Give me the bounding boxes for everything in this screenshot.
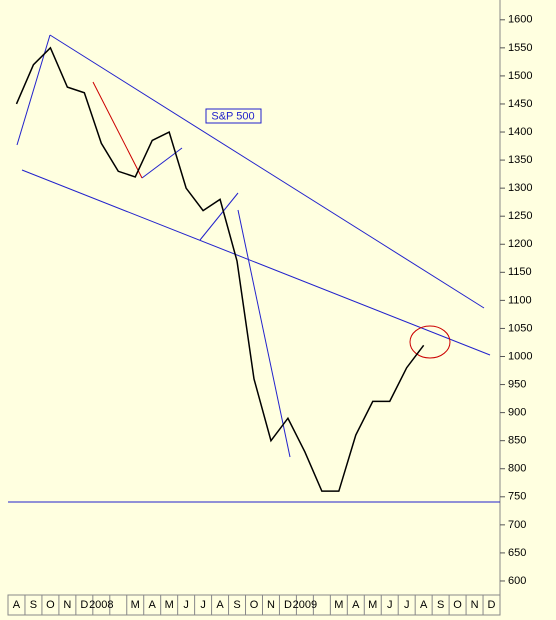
chart-title: S&P 500	[211, 110, 254, 122]
x-tick-label: O	[46, 599, 55, 611]
x-tick-label: D	[488, 599, 496, 611]
x-tick-label: M	[334, 599, 343, 611]
y-tick-label: 1150	[508, 266, 532, 278]
y-tick-label: 1600	[508, 14, 532, 26]
x-tick-label: J	[404, 599, 410, 611]
y-tick-label: 1300	[508, 182, 532, 194]
y-tick-label: 1450	[508, 98, 532, 110]
y-tick-label: 1550	[508, 42, 532, 54]
x-tick-label: A	[149, 599, 157, 611]
x-tick-label: M	[368, 599, 377, 611]
x-tick-label: 2009	[293, 599, 317, 611]
y-tick-label: 850	[508, 435, 526, 447]
x-tick-label: 2008	[89, 599, 113, 611]
y-tick-label: 1050	[508, 322, 532, 334]
y-tick-label: 750	[508, 491, 526, 503]
y-tick-label: 900	[508, 407, 526, 419]
x-tick-label: M	[165, 599, 174, 611]
x-tick-label: J	[387, 599, 393, 611]
y-tick-label: 800	[508, 463, 526, 475]
x-tick-label: A	[352, 599, 360, 611]
x-tick-label: S	[437, 599, 444, 611]
y-tick-label: 700	[508, 519, 526, 531]
x-tick-label: N	[63, 599, 71, 611]
red-trend-line	[92, 81, 143, 179]
y-tick-label: 1400	[508, 126, 532, 138]
y-tick-label: 1000	[508, 350, 532, 362]
y-tick-label: 1100	[508, 294, 532, 306]
x-tick-label: S	[233, 599, 240, 611]
x-tick-label: D	[284, 599, 292, 611]
y-tick-label: 650	[508, 547, 526, 559]
x-tick-label: J	[200, 599, 206, 611]
x-tick-label: O	[250, 599, 259, 611]
highlight-circle	[409, 325, 451, 359]
x-tick-label: D	[80, 599, 88, 611]
trend-lines	[16, 34, 491, 458]
x-tick-label: O	[453, 599, 462, 611]
x-tick-label: A	[420, 599, 428, 611]
x-tick-label: J	[183, 599, 189, 611]
y-tick-label: 1200	[508, 238, 532, 250]
x-tick-label: M	[131, 599, 140, 611]
x-tick-label: N	[471, 599, 479, 611]
y-tick-label: 600	[508, 575, 526, 587]
y-tick-label: 1250	[508, 210, 532, 222]
y-tick-label: 950	[508, 378, 526, 390]
price-line	[15, 46, 425, 492]
y-tick-label: 1350	[508, 154, 532, 166]
x-tick-label: A	[13, 599, 21, 611]
title-box	[205, 108, 262, 124]
x-tick-label: A	[216, 599, 224, 611]
x-tick-label: N	[267, 599, 275, 611]
x-tick-label: S	[30, 599, 37, 611]
y-tick-label: 1500	[508, 70, 532, 82]
